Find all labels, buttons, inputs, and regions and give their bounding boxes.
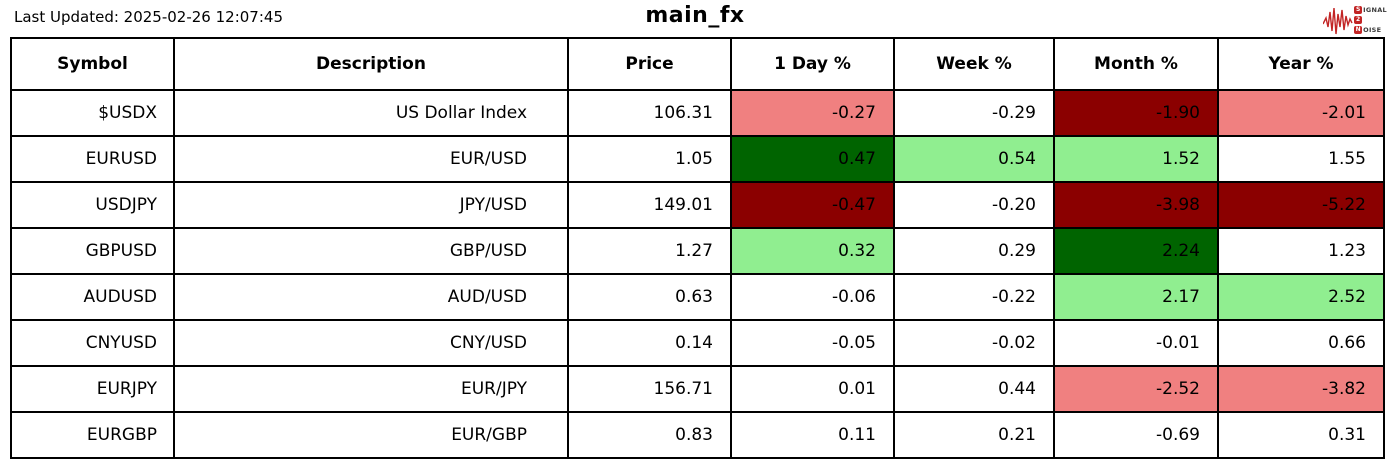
- cell: AUD/USD: [173, 273, 569, 321]
- cell: EUR/USD: [173, 135, 569, 183]
- cell: EUR/JPY: [173, 365, 569, 413]
- header-cell-price: Price: [567, 37, 732, 91]
- logo-letter-2: 2: [1354, 16, 1363, 24]
- cell: EURJPY: [10, 365, 175, 413]
- header-cell-year-: Year %: [1217, 37, 1385, 91]
- logo-rest-oise: OISE: [1363, 26, 1382, 34]
- cell: 0.31: [1217, 411, 1385, 459]
- table-row: EURGBP EUR/GBP 0.83 0.11 0.21 -0.69 0.31: [10, 411, 1385, 459]
- cell: -0.02: [893, 319, 1055, 367]
- cell: -2.01: [1217, 89, 1385, 137]
- cell: 0.29: [893, 227, 1055, 275]
- header-cell-1-day-: 1 Day %: [730, 37, 895, 91]
- cell: 2.17: [1053, 273, 1219, 321]
- cell: 156.71: [567, 365, 732, 413]
- cell: 1.52: [1053, 135, 1219, 183]
- table-row: EURUSD EUR/USD 1.05 0.47 0.54 1.52 1.55: [10, 135, 1385, 183]
- logo-line-noise: N OISE: [1354, 26, 1387, 35]
- cell: CNY/USD: [173, 319, 569, 367]
- cell: -3.82: [1217, 365, 1385, 413]
- table-row: AUDUSD AUD/USD 0.63 -0.06 -0.22 2.17 2.52: [10, 273, 1385, 321]
- cell: USDJPY: [10, 181, 175, 229]
- header-cell-description: Description: [173, 37, 569, 91]
- cell: -0.47: [730, 181, 895, 229]
- cell: 0.21: [893, 411, 1055, 459]
- cell: AUDUSD: [10, 273, 175, 321]
- table-row: $USDX US Dollar Index 106.31 -0.27 -0.29 -1.9…: [10, 89, 1385, 137]
- cell: US Dollar Index: [173, 89, 569, 137]
- cell: 0.14: [567, 319, 732, 367]
- cell: JPY/USD: [173, 181, 569, 229]
- logo-rest-ignal: IGNAL: [1363, 6, 1387, 14]
- cell: 0.63: [567, 273, 732, 321]
- header-cell-month-: Month %: [1053, 37, 1219, 91]
- last-updated-timestamp: Last Updated: 2025-02-26 12:07:45: [14, 8, 283, 26]
- logo-text: S IGNAL 2 N OISE: [1354, 6, 1387, 35]
- cell: $USDX: [10, 89, 175, 137]
- signal2noise-logo: S IGNAL 2 N OISE: [1323, 3, 1387, 37]
- cell: GBP/USD: [173, 227, 569, 275]
- cell: EUR/GBP: [173, 411, 569, 459]
- logo-line-2: 2: [1354, 16, 1387, 25]
- cell: 1.55: [1217, 135, 1385, 183]
- cell: -5.22: [1217, 181, 1385, 229]
- page-title: main_fx: [645, 3, 745, 28]
- cell: 0.32: [730, 227, 895, 275]
- header-cell-symbol: Symbol: [10, 37, 175, 91]
- cell: EURUSD: [10, 135, 175, 183]
- cell: -0.06: [730, 273, 895, 321]
- cell: 0.47: [730, 135, 895, 183]
- cell: 0.11: [730, 411, 895, 459]
- cell: -0.05: [730, 319, 895, 367]
- table-row: USDJPY JPY/USD 149.01 -0.47 -0.20 -3.98 -5.22: [10, 181, 1385, 229]
- cell: GBPUSD: [10, 227, 175, 275]
- header-cell-week-: Week %: [893, 37, 1055, 91]
- table-row: EURJPY EUR/JPY 156.71 0.01 0.44 -2.52 -3.82: [10, 365, 1385, 413]
- cell: -2.52: [1053, 365, 1219, 413]
- cell: 106.31: [567, 89, 732, 137]
- header-row: Symbol Description Price 1 Day % Week % Month…: [10, 37, 1385, 91]
- cell: EURGBP: [10, 411, 175, 459]
- cell: -0.01: [1053, 319, 1219, 367]
- cell: -0.27: [730, 89, 895, 137]
- cell: -0.22: [893, 273, 1055, 321]
- waveform-icon: [1323, 7, 1353, 35]
- cell: -1.90: [1053, 89, 1219, 137]
- cell: 149.01: [567, 181, 732, 229]
- cell: -0.20: [893, 181, 1055, 229]
- table-row: CNYUSD CNY/USD 0.14 -0.05 -0.02 -0.01 0.66: [10, 319, 1385, 367]
- cell: 0.54: [893, 135, 1055, 183]
- table-body: $USDX US Dollar Index 106.31 -0.27 -0.29 -1.9…: [10, 89, 1385, 459]
- cell: 0.83: [567, 411, 732, 459]
- cell: 1.23: [1217, 227, 1385, 275]
- cell: 0.01: [730, 365, 895, 413]
- cell: CNYUSD: [10, 319, 175, 367]
- cell: 1.27: [567, 227, 732, 275]
- cell: 2.52: [1217, 273, 1385, 321]
- cell: 2.24: [1053, 227, 1219, 275]
- table-row: GBPUSD GBP/USD 1.27 0.32 0.29 2.24 1.23: [10, 227, 1385, 275]
- logo-letter-s: S: [1354, 6, 1363, 14]
- cell: -0.29: [893, 89, 1055, 137]
- cell: -3.98: [1053, 181, 1219, 229]
- cell: 0.66: [1217, 319, 1385, 367]
- cell: 1.05: [567, 135, 732, 183]
- cell: -0.69: [1053, 411, 1219, 459]
- logo-line-signal: S IGNAL: [1354, 6, 1387, 15]
- fx-table: Symbol Description Price 1 Day % Week % Month…: [10, 37, 1385, 459]
- cell: 0.44: [893, 365, 1055, 413]
- logo-letter-n: N: [1354, 26, 1363, 34]
